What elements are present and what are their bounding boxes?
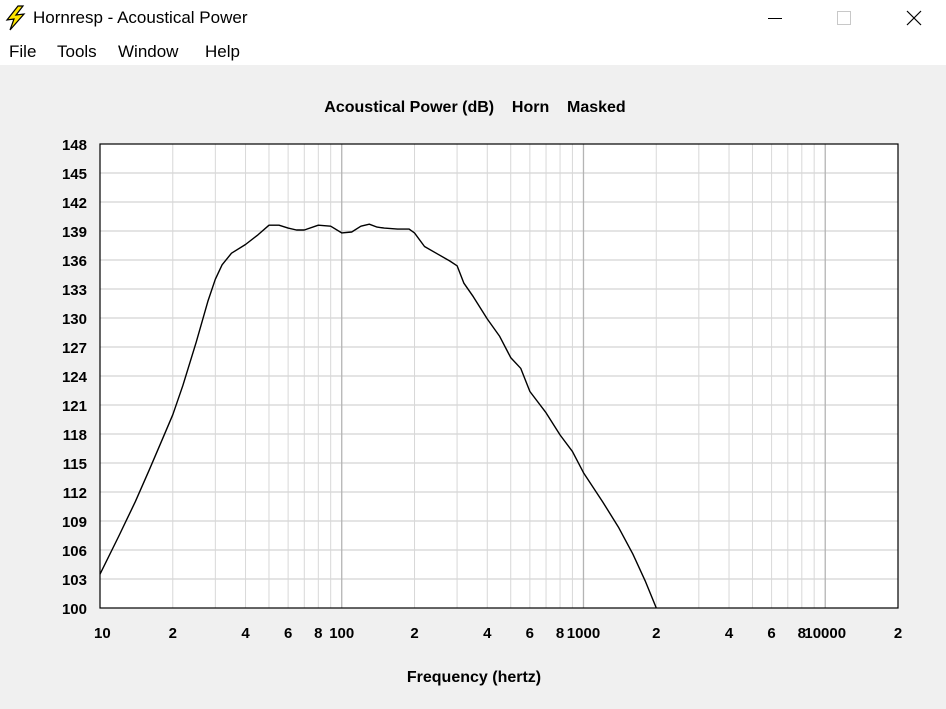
menu-help[interactable]: Help [205,42,240,61]
close-icon [906,10,922,26]
x-tick-label: 10 [94,625,111,642]
menu-window[interactable]: Window [118,42,179,61]
x-tick-label: 6 [767,625,775,642]
chart-title: Acoustical Power (dB) Horn Masked [324,99,625,116]
y-tick-label: 127 [62,340,87,357]
maximize-icon [837,11,851,25]
x-tick-label: 6 [284,625,292,642]
x-tick-label: 4 [241,625,250,642]
x-tick-label: 100 [329,625,354,642]
menu-tools[interactable]: Tools [57,42,97,61]
x-tick-label: 10000 [804,625,846,642]
x-tick-label: 4 [483,625,492,642]
y-tick-label: 109 [62,514,87,531]
x-axis-label: Frequency (hertz) [407,669,541,686]
y-tick-label: 130 [62,311,87,328]
x-tick-label: 2 [894,625,902,642]
x-tick-label: 4 [725,625,734,642]
x-tick-label: 2 [410,625,418,642]
x-tick-label: 8 [798,625,806,642]
menu-bar: File Tools Window Help [0,37,946,65]
minimize-icon [768,18,782,19]
y-tick-label: 142 [62,195,87,212]
y-tick-label: 145 [62,166,87,183]
title-bar: Hornresp - Acoustical Power [0,0,946,37]
menu-file[interactable]: File [9,42,37,61]
maximize-button[interactable] [820,0,866,37]
y-tick-label: 121 [62,398,87,415]
y-tick-label: 112 [63,485,87,502]
x-tick-label: 8 [556,625,564,642]
y-tick-label: 136 [62,253,87,270]
minimize-button[interactable] [752,0,798,37]
x-tick-label: 2 [169,625,177,642]
y-tick-label: 139 [62,224,87,241]
y-tick-label: 115 [63,456,87,473]
close-button[interactable] [891,0,937,37]
y-tick-label: 106 [62,543,87,560]
window-title: Hornresp - Acoustical Power [33,8,248,27]
power-curve [99,223,657,609]
chart-area: 148 145 142 139 136 133 130 127 124 121 118 115 112 1… [0,65,946,709]
y-tick-label: 103 [62,572,87,589]
plot-border [99,143,899,609]
y-tick-label: 124 [62,369,88,386]
y-tick-label: 148 [62,137,87,154]
y-tick-label: 100 [62,601,87,618]
x-tick-label: 6 [526,625,534,642]
acoustical-power-chart: 148 145 142 139 136 133 130 127 124 121 118 115 112 1… [62,99,902,686]
x-tick-label: 8 [314,625,322,642]
x-tick-label: 2 [652,625,660,642]
y-tick-label: 133 [62,282,87,299]
x-tick-label: 1000 [567,625,600,642]
y-tick-label: 118 [63,427,87,444]
lightning-bolt-icon [5,5,26,31]
